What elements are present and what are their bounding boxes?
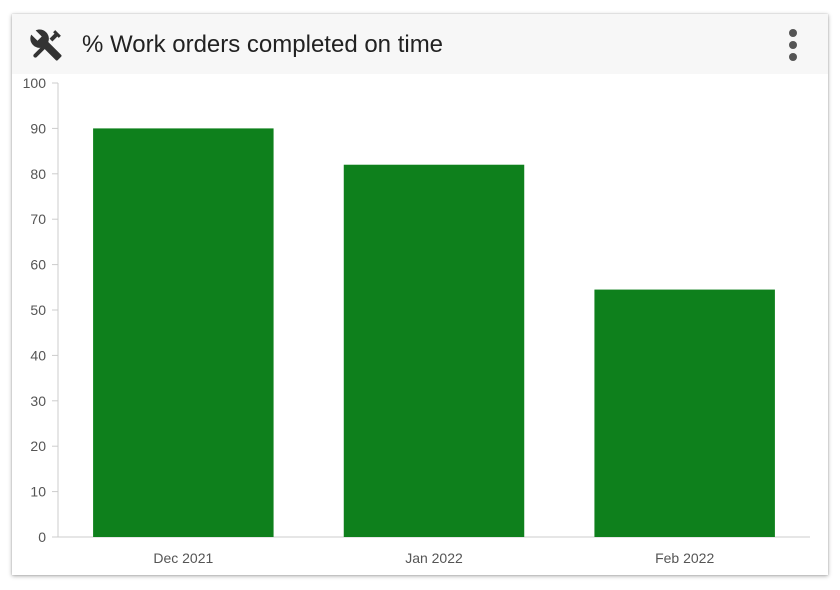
y-tick-label: 70 bbox=[30, 211, 46, 227]
y-tick-label: 30 bbox=[30, 393, 46, 409]
y-tick-label: 80 bbox=[30, 166, 46, 182]
y-tick-label: 90 bbox=[30, 120, 46, 136]
y-tick-label: 10 bbox=[30, 484, 46, 500]
card-header: % Work orders completed on time bbox=[12, 14, 828, 74]
y-tick-label: 0 bbox=[38, 529, 46, 545]
x-tick-label: Feb 2022 bbox=[655, 550, 714, 566]
tools-icon bbox=[29, 28, 63, 62]
bar bbox=[93, 128, 274, 537]
bar bbox=[594, 289, 775, 537]
kebab-menu-icon[interactable] bbox=[782, 28, 804, 62]
y-tick-label: 20 bbox=[30, 438, 46, 454]
x-tick-label: Jan 2022 bbox=[405, 550, 463, 566]
y-tick-label: 50 bbox=[30, 302, 46, 318]
y-tick-label: 100 bbox=[23, 75, 47, 91]
bar bbox=[343, 164, 525, 537]
y-tick-label: 60 bbox=[30, 257, 46, 273]
chart-title: % Work orders completed on time bbox=[82, 31, 444, 58]
y-tick-label: 40 bbox=[30, 347, 46, 363]
x-tick-label: Dec 2021 bbox=[153, 550, 213, 566]
